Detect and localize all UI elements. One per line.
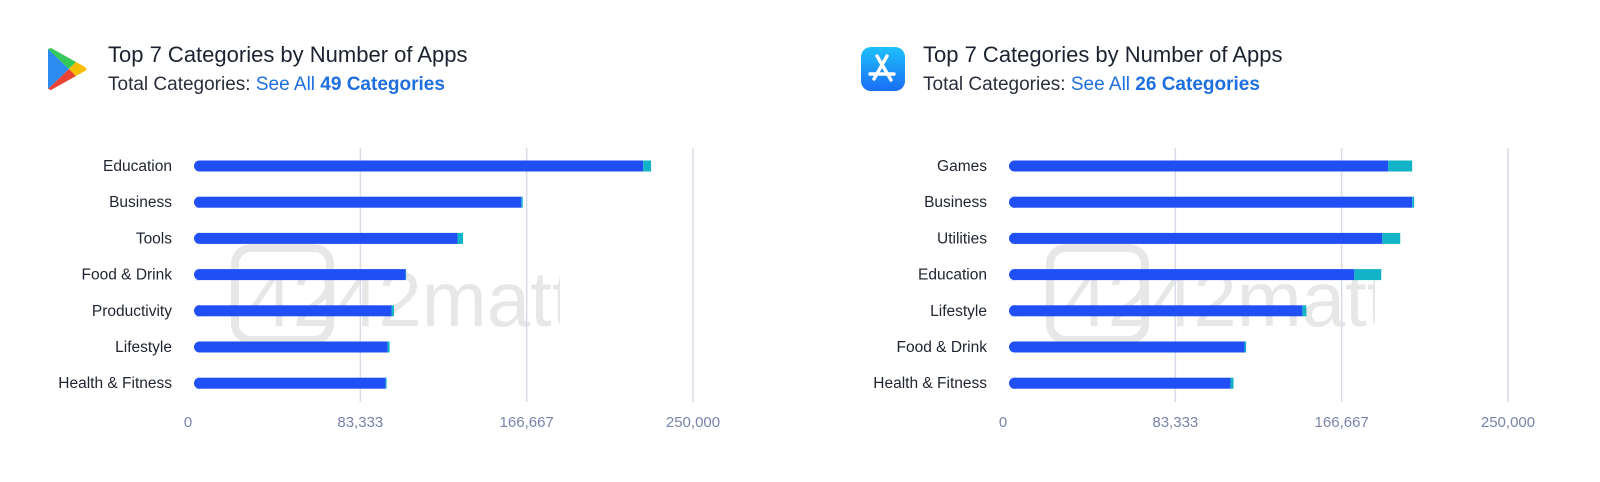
subtitle-prefix: Total Categories: [108, 74, 251, 95]
category-label: Productivity [92, 303, 172, 320]
see-all-label: See All [1070, 74, 1131, 95]
bar-segment-primary [194, 160, 644, 172]
x-tick-label: 0 [184, 414, 192, 431]
x-tick-label: 83,333 [337, 414, 383, 431]
category-label: Food & Drink [82, 267, 173, 284]
see-all-label: See All [255, 74, 316, 95]
bar-cap [194, 196, 205, 208]
x-tick-label: 250,000 [666, 414, 720, 431]
chart-subtitle: Total Categories: See All 26 Categories [923, 74, 1260, 96]
bar-segment-secondary [391, 305, 394, 317]
bar-segment-secondary [405, 269, 407, 281]
google-play-icon [45, 46, 91, 92]
bar-segment-primary [1009, 196, 1413, 208]
bar-segment-primary [194, 232, 458, 244]
bar-cap [1009, 196, 1020, 208]
category-label: Lifestyle [115, 339, 172, 356]
x-tick-label: 83,333 [1152, 414, 1198, 431]
bar-segment-secondary [1354, 269, 1382, 281]
bar-cap [194, 269, 205, 281]
category-label: Games [937, 158, 987, 175]
bar-segment-primary [1009, 341, 1245, 353]
bar-segment-secondary [643, 160, 652, 172]
categories-count: 49 Categories [320, 74, 445, 95]
see-all-categories-link[interactable]: See All 49 Categories [256, 74, 445, 95]
google-play-panel: Top 7 Categories by Number of Apps Total… [45, 42, 720, 431]
app-store-icon [860, 46, 906, 92]
bar-segment-secondary [1302, 305, 1307, 317]
category-label: Tools [136, 230, 172, 247]
see-all-categories-link[interactable]: See All 26 Categories [1071, 74, 1260, 95]
bar-cap [194, 160, 205, 172]
bar-segment-primary [1009, 305, 1303, 317]
categories-count: 26 Categories [1135, 74, 1260, 95]
chart-title: Top 7 Categories by Number of Apps [923, 42, 1283, 67]
category-label: Health & Fitness [58, 375, 172, 392]
bar-segment-primary [194, 341, 388, 353]
bar-cap [194, 232, 205, 244]
bar-cap [194, 341, 205, 353]
subtitle-prefix: Total Categories: [923, 74, 1066, 95]
bar-cap [1009, 160, 1020, 172]
bar-segment-primary [194, 377, 386, 389]
bar-segment-primary [1009, 232, 1383, 244]
chart-svg: 0 83,333 166,667 250,000 Education Business To… [58, 148, 720, 431]
bar-segment-secondary [385, 377, 387, 389]
bar-segment-primary [1009, 160, 1389, 172]
x-tick-label: 0 [999, 414, 1007, 431]
category-label: Business [924, 194, 987, 211]
category-label: Education [103, 158, 172, 175]
bar-cap [194, 377, 205, 389]
app-store-panel: Top 7 Categories by Number of Apps Total… [815, 0, 1600, 482]
bar-cap [1009, 377, 1020, 389]
category-label: Utilities [937, 230, 987, 247]
chart-svg: 0 83,333 166,667 250,000 Games Business Utilit… [873, 148, 1535, 431]
bar-cap [194, 305, 205, 317]
bar-cap [1009, 341, 1020, 353]
category-label: Business [109, 194, 172, 211]
bar-segment-secondary [521, 196, 523, 208]
category-label: Education [918, 267, 987, 284]
bar-cap [1009, 305, 1020, 317]
bar-segment-primary [194, 269, 406, 281]
bar-segment-secondary [387, 341, 390, 353]
bar-segment-secondary [457, 232, 464, 244]
x-tick-label: 166,667 [500, 414, 554, 431]
bar-cap [1009, 232, 1020, 244]
category-label: Lifestyle [930, 303, 987, 320]
bar-segment-secondary [1230, 377, 1234, 389]
bar-segment-secondary [1244, 341, 1247, 353]
bar-cap [1009, 269, 1020, 281]
bar-segment-primary [194, 305, 392, 317]
bar-segment-primary [1009, 377, 1231, 389]
bar-segment-primary [1009, 269, 1355, 281]
bar-segment-secondary [1412, 196, 1415, 208]
x-tick-label: 250,000 [1481, 414, 1535, 431]
bar-segment-secondary [1388, 160, 1413, 172]
chart-subtitle: Total Categories: See All 49 Categories [108, 74, 445, 96]
x-tick-label: 166,667 [1315, 414, 1369, 431]
bar-segment-secondary [1382, 232, 1401, 244]
category-label: Health & Fitness [873, 375, 987, 392]
bar-segment-primary [194, 196, 522, 208]
category-label: Food & Drink [897, 339, 988, 356]
chart-title: Top 7 Categories by Number of Apps [108, 42, 468, 67]
